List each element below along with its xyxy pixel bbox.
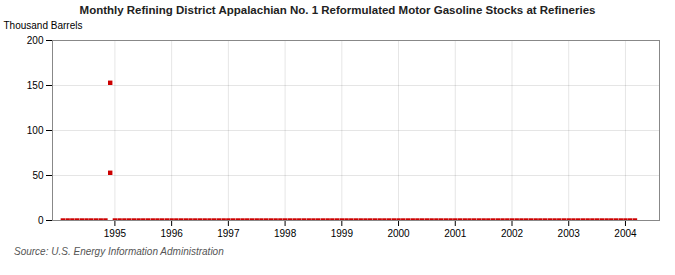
html-text:Source: U.S. Energy Informatio: Source: U.S. Energy Information Administ… — [14, 246, 224, 257]
svg-text:1996: 1996 — [161, 228, 184, 239]
html-text:Monthly Refining District Appa: Monthly Refining District Appalachian No… — [79, 4, 596, 16]
svg-text:200: 200 — [27, 35, 44, 46]
svg-text:2002: 2002 — [501, 228, 524, 239]
svg-text:1995: 1995 — [104, 228, 127, 239]
svg-text:0: 0 — [38, 215, 44, 226]
svg-text:2003: 2003 — [558, 228, 581, 239]
svg-text:1999: 1999 — [331, 228, 354, 239]
svg-text:2001: 2001 — [444, 228, 467, 239]
svg-text:2000: 2000 — [387, 228, 410, 239]
svg-text:50: 50 — [32, 170, 44, 181]
svg-text:1997: 1997 — [217, 228, 240, 239]
svg-text:2004: 2004 — [614, 228, 637, 239]
svg-text:Thousand Barrels: Thousand Barrels — [4, 20, 83, 31]
svg-text:150: 150 — [27, 80, 44, 91]
svg-text:100: 100 — [27, 125, 44, 136]
svg-text:1998: 1998 — [274, 228, 297, 239]
